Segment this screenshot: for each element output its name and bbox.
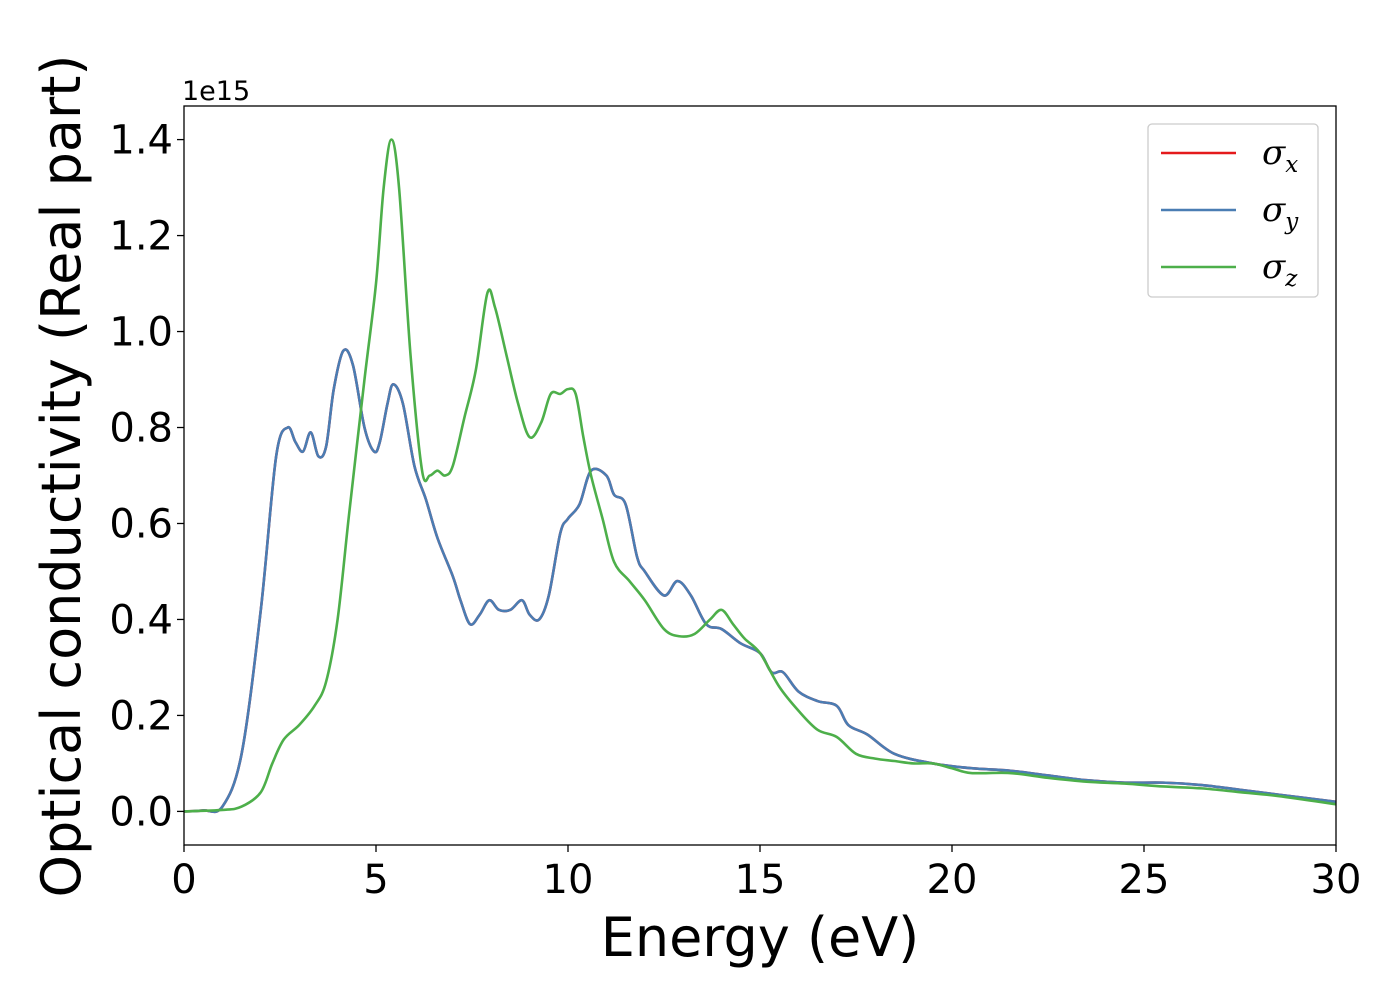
- x-tick-label: 10: [543, 857, 594, 903]
- legend: σx σy σz: [1147, 123, 1319, 298]
- x-tick-label: 5: [363, 857, 388, 903]
- y-tick-label: 0.0: [109, 789, 173, 835]
- y-tick-label: 0.8: [109, 406, 173, 452]
- x-tick-label: 0: [171, 857, 196, 903]
- legend-label-sigma-z: σz: [1262, 247, 1298, 292]
- series-layer: [183, 138, 1337, 814]
- x-axis-title: Energy (eV): [601, 906, 920, 969]
- y-tick-label: 1.0: [109, 310, 173, 356]
- y-axis-title: Optical conductivity (Real part): [30, 55, 93, 898]
- y-tick-label: 1.2: [109, 214, 173, 260]
- plot-background: [184, 106, 1336, 845]
- legend-label-sigma-x: σx: [1262, 133, 1298, 178]
- y-tick-label: 0.2: [109, 693, 173, 739]
- x-tick-label: 25: [1119, 857, 1170, 903]
- y-offset-text: 1e15: [182, 76, 250, 107]
- x-axis: 0 5 10 15 20 25 30: [171, 845, 1361, 903]
- y-tick-label: 0.4: [109, 597, 173, 643]
- legend-label-sigma-y: σy: [1262, 190, 1299, 235]
- y-tick-label: 0.6: [109, 501, 173, 547]
- series-line-sigma-y: [183, 348, 1337, 814]
- y-axis: 0.0 0.2 0.4 0.6 0.8 1.0 1.2 1.4: [109, 118, 184, 835]
- x-tick-label: 30: [1311, 857, 1362, 903]
- series-line-sigma-z: [183, 138, 1337, 813]
- x-tick-label: 15: [735, 857, 786, 903]
- x-tick-label: 20: [927, 857, 978, 903]
- y-tick-label: 1.4: [109, 118, 173, 164]
